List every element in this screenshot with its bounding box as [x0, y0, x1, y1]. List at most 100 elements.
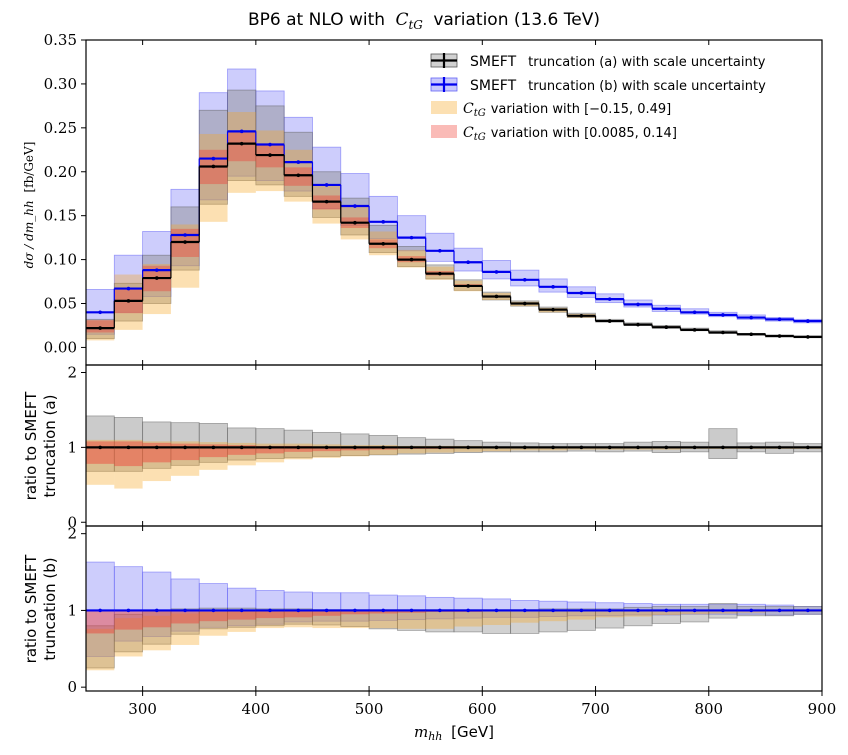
ratio-a-unity-point: [324, 445, 329, 450]
y-tick-label: 1: [67, 601, 77, 619]
ratio-a-unity-point: [268, 445, 272, 450]
main-y-ticks: 0.00 0.05 0.10 0.15 0.20 0.25 0.30 0.35: [44, 31, 86, 356]
ratio-a-unity-point: [494, 445, 499, 450]
ratio-b-blue-band-bin: [340, 592, 370, 622]
legend: SMEFT truncation (a) with scale uncertain…: [430, 53, 766, 143]
chart-title-var-sub: tG: [408, 18, 423, 32]
legend-label-red-c: C: [463, 125, 474, 141]
ratio-b-orange-band-bin: [199, 611, 228, 636]
x-axis-label: mhh [GeV]: [414, 723, 494, 744]
main-red-band-bin: [227, 131, 256, 162]
legend-label-b: SMEFT truncation (b) with scale uncertain…: [470, 78, 766, 94]
main-orange-band-bin: [142, 263, 171, 315]
ratio-a-unity-point: [749, 445, 754, 450]
ratio-b-unity-point: [324, 608, 329, 613]
ratio-a-red-band-bin: [255, 445, 285, 454]
y-tick-label: 0: [67, 678, 77, 696]
ratio-b-y-ticks: 0 1 2: [67, 525, 86, 696]
main-lines: [86, 129, 822, 339]
ratio-a-unity-point: [239, 445, 244, 450]
ratio-b-y-axis-label-line2: truncation (b): [41, 557, 59, 660]
legend-swatch-red: [431, 125, 457, 138]
main-blue-band-bin: [340, 173, 370, 226]
ratio-a-panel: 0 1 2: [67, 363, 823, 531]
main-blue-band-bin: [396, 215, 427, 252]
ratio-b-unity-point: [607, 608, 612, 613]
ratio-a-unity-point: [211, 445, 216, 450]
legend-label-orange-extra: variation with [−0.15, 0.49]: [491, 102, 672, 117]
y-tick-label: 0.20: [44, 163, 77, 181]
ratio-a-unity-point: [664, 445, 669, 450]
ratio-b-orange-band-bin: [312, 610, 341, 629]
ratio-b-lines: [86, 608, 822, 613]
ratio-a-unity-point: [466, 445, 470, 450]
ratio-a-grey-band-bin: [283, 429, 313, 459]
chart-title-post: variation (13.6 TeV): [433, 10, 600, 30]
main-grey-band-bin: [227, 89, 257, 181]
main-blue-band-bin: [453, 247, 483, 272]
ratio-a-unity-point: [296, 445, 301, 450]
ratio-b-orange-band-bin: [680, 610, 709, 615]
ratio-b-red-band-bin: [340, 610, 370, 615]
ratio-b-unity-point: [777, 608, 782, 613]
main-orange-band-bin: [227, 112, 256, 193]
main-grey-band-bin: [368, 224, 398, 253]
ratio-b-y-axis-label-line1: ratio to SMEFT: [22, 554, 40, 663]
ratio-b-orange-band-bin: [114, 618, 143, 657]
ratio-a-grey-band-bin: [170, 422, 200, 466]
main-blue-band-bin: [425, 232, 455, 262]
ratio-a-unity-point: [381, 445, 386, 450]
x-tick-label: 400: [242, 700, 271, 718]
x-axis-label-unit: [GeV]: [451, 723, 494, 741]
ratio-a-y-ticks: 0 1 2: [67, 363, 86, 531]
ratio-b-orange-band-bin: [595, 610, 624, 618]
ratio-b-orange-band-bin: [652, 610, 681, 616]
ratio-b-orange-band-bin: [227, 611, 256, 632]
x-axis-label-var: m: [414, 723, 428, 741]
ratio-b-orange-band-bin: [170, 613, 200, 645]
x-tick-label: 900: [808, 700, 837, 718]
ratio-b-red-band-bin: [199, 610, 228, 622]
ratio-b-frame: [85, 525, 823, 692]
y-tick-label: 1: [67, 438, 77, 456]
main-orange-band-bin: [255, 130, 285, 192]
x-axis-label-sub: hh: [428, 730, 442, 743]
ratio-a-grey-band-bin: [227, 427, 257, 461]
legend-label-orange-sub: tG: [474, 108, 486, 119]
ratio-a-unity-point: [522, 445, 527, 450]
ratio-a-unity-point: [721, 445, 725, 450]
ratio-b-orange-band-bin: [340, 610, 370, 629]
ratio-b-red-band-bin: [312, 610, 341, 616]
chart-title-pre: BP6 at NLO with: [248, 10, 385, 30]
ratio-a-grey-band-bin: [708, 428, 738, 460]
ratio-a-orange-band-bin: [397, 445, 426, 454]
ratio-a-unity-point: [579, 445, 584, 450]
legend-swatch-orange: [431, 101, 457, 114]
ratio-b-unity-point: [692, 608, 697, 613]
ratio-b-unity-point: [296, 608, 301, 613]
ratio-b-red-band-bin: [142, 610, 171, 628]
main-blue-band-bin: [113, 254, 144, 313]
ratio-a-unity-point: [551, 445, 555, 450]
main-blue-band-bin: [142, 231, 172, 297]
ratio-b-blue-band-bin: [283, 591, 313, 623]
ratio-b-unity-point: [98, 608, 102, 613]
legend-entry-orange: CtG variation with [−0.15, 0.49]: [431, 101, 671, 119]
ratio-b-orange-band-bin: [397, 610, 426, 629]
ratio-b-unity-point: [721, 608, 725, 613]
ratio-b-orange-band-bin: [255, 611, 285, 629]
ratio-b-blue-band-bin: [312, 592, 342, 622]
legend-label-red: CtG variation with [0.0085, 0.14]: [463, 125, 677, 143]
legend-label-red-extra: variation with [0.0085, 0.14]: [491, 126, 677, 141]
legend-label-a-extra: truncation (a) with scale uncertainty: [528, 55, 766, 70]
ratio-b-unity-point: [466, 608, 470, 613]
ratio-b-unity-point: [211, 608, 216, 613]
y-tick-label: 0.35: [44, 31, 77, 49]
ratio-a-unity-point: [353, 445, 357, 450]
ratio-a-orange-band-bin: [227, 442, 256, 466]
ratio-b-red-band-bin: [255, 610, 285, 619]
y-tick-label: 0: [67, 513, 77, 531]
ratio-b-unity-point: [126, 608, 131, 613]
legend-entry-b: SMEFT truncation (b) with scale uncertain…: [430, 77, 766, 94]
